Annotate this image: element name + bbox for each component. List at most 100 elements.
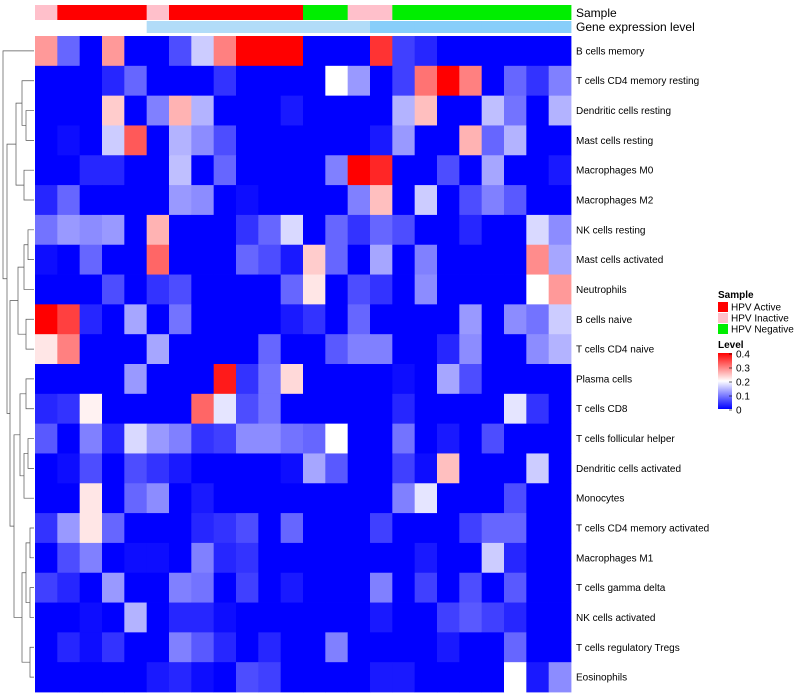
heatmap-cell xyxy=(236,513,259,544)
heatmap-cell xyxy=(325,513,349,544)
heatmap-cell xyxy=(236,214,259,246)
heatmap-cell xyxy=(548,572,572,603)
heatmap-cell xyxy=(236,125,259,156)
heatmap-cell xyxy=(146,214,170,246)
heatmap-cell xyxy=(191,36,215,67)
heatmap-cell xyxy=(526,36,550,67)
heatmap-cell xyxy=(57,334,81,365)
heatmap-cell xyxy=(437,453,460,484)
heatmap-cell xyxy=(526,423,550,454)
heatmap-cell xyxy=(437,662,460,693)
heatmap-cell xyxy=(347,602,371,633)
heatmap-cell xyxy=(370,602,393,633)
dendrogram-branch xyxy=(25,110,34,141)
heatmap-cell xyxy=(280,244,304,275)
dendrogram-branch xyxy=(23,169,34,201)
row-label: T cells CD4 memory resting xyxy=(576,76,699,87)
heatmap-cell xyxy=(325,662,349,693)
heatmap-cell xyxy=(347,513,371,544)
legend-swatch xyxy=(718,313,728,323)
heatmap-cell xyxy=(347,304,371,335)
heatmap-cell xyxy=(236,364,259,395)
heatmap-cell xyxy=(392,95,416,126)
heatmap-cell xyxy=(370,65,393,97)
expression-annotation-cell xyxy=(392,21,416,33)
heatmap-cell xyxy=(213,393,237,425)
heatmap-cell xyxy=(481,334,505,365)
heatmap-cell xyxy=(303,572,326,603)
heatmap-cell xyxy=(191,334,215,365)
heatmap-cell xyxy=(146,364,170,395)
sample-annotation-cell xyxy=(437,5,460,20)
heatmap-cell xyxy=(459,393,483,425)
sample-annotation-cell xyxy=(548,5,572,20)
heatmap-cell xyxy=(236,572,259,603)
heatmap-cell xyxy=(124,572,148,603)
heatmap-cell xyxy=(303,602,326,633)
heatmap-cell xyxy=(258,632,282,663)
heatmap-cell xyxy=(437,393,460,425)
heatmap-cell xyxy=(57,185,81,216)
heatmap-cell xyxy=(303,423,326,454)
dendrogram-branch xyxy=(25,542,30,603)
dendrogram-branch xyxy=(23,453,34,499)
heatmap-cell xyxy=(258,572,282,603)
heatmap-cell xyxy=(35,65,58,97)
heatmap-cell xyxy=(526,483,550,514)
heatmap-cell xyxy=(325,393,349,425)
heatmap-cell xyxy=(504,304,527,335)
sample-annotation-cell xyxy=(213,5,237,20)
heatmap-cell xyxy=(392,36,416,67)
expression-annotation-cell xyxy=(459,21,483,33)
heatmap-cell xyxy=(303,453,326,484)
heatmap-cell xyxy=(124,155,148,186)
heatmap-cell xyxy=(347,214,371,246)
heatmap-cell xyxy=(169,423,192,454)
heatmap-cell xyxy=(392,185,416,216)
heatmap-cell xyxy=(303,304,326,335)
heatmap-cell xyxy=(459,214,483,246)
row-label: T cells CD8 xyxy=(576,404,628,415)
heatmap-cell xyxy=(102,423,125,454)
heatmap-cell xyxy=(79,95,103,126)
heatmap-cell xyxy=(258,36,282,67)
sample-annotation-cell xyxy=(347,5,371,20)
heatmap-cell xyxy=(437,542,460,574)
heatmap-cell xyxy=(347,632,371,663)
heatmap-cell xyxy=(347,572,371,603)
heatmap-cell xyxy=(146,483,170,514)
heatmap-cell xyxy=(169,125,192,156)
heatmap-cell xyxy=(325,155,349,186)
heatmap-cell xyxy=(79,602,103,633)
heatmap-cell xyxy=(236,185,259,216)
heatmap-cell xyxy=(146,185,170,216)
heatmap-cell xyxy=(191,423,215,454)
heatmap-cell xyxy=(548,513,572,544)
heatmap-cell xyxy=(57,364,81,395)
heatmap-cell xyxy=(213,36,237,67)
heatmap-cell xyxy=(169,274,192,305)
expression-annotation-cell xyxy=(169,21,192,33)
heatmap-cell xyxy=(236,423,259,454)
heatmap-cell xyxy=(213,423,237,454)
heatmap-cell xyxy=(213,214,237,246)
heatmap-cell xyxy=(102,95,125,126)
heatmap-cell xyxy=(124,483,148,514)
annotation-label-sample: Sample xyxy=(576,6,617,20)
heatmap-cell xyxy=(459,36,483,67)
row-label: Macrophages M2 xyxy=(576,196,654,207)
heatmap-cell xyxy=(191,95,215,126)
heatmap-cell xyxy=(481,572,505,603)
heatmap-cell xyxy=(102,513,125,544)
heatmap-cell xyxy=(504,185,527,216)
heatmap-cell xyxy=(437,334,460,365)
heatmap-cell xyxy=(236,334,259,365)
row-label: T cells CD4 memory activated xyxy=(576,524,709,535)
heatmap-cell xyxy=(392,483,416,514)
heatmap-cell xyxy=(459,542,483,574)
heatmap-cell xyxy=(414,453,438,484)
expression-annotation-cell xyxy=(57,21,81,33)
heatmap-cell xyxy=(526,364,550,395)
heatmap-cell xyxy=(481,602,505,633)
